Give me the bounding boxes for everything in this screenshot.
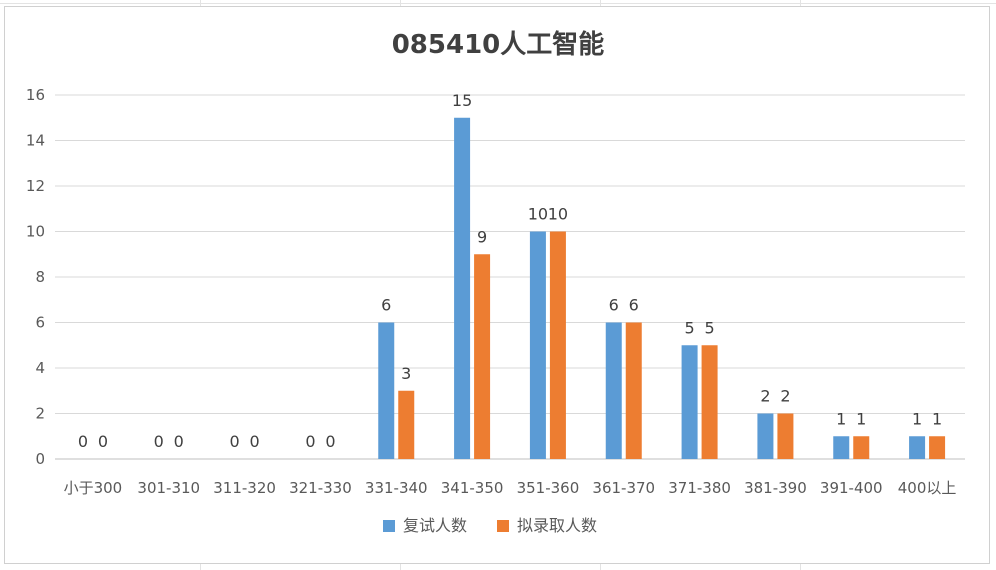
data-label: 6 xyxy=(381,296,391,315)
bar-retest[interactable] xyxy=(529,231,546,460)
bar-admitted[interactable] xyxy=(929,436,946,459)
x-tick-label: 301-310 xyxy=(137,479,200,497)
y-tick-label: 6 xyxy=(35,314,45,332)
bar-admitted[interactable] xyxy=(853,436,870,459)
bar-retest[interactable] xyxy=(378,322,395,460)
data-label: 2 xyxy=(760,387,770,406)
y-tick-label: 0 xyxy=(35,450,45,468)
bar-retest[interactable] xyxy=(909,436,926,459)
data-label: 0 xyxy=(154,432,164,451)
x-tick-label: 381-390 xyxy=(744,479,807,497)
data-label: 2 xyxy=(780,387,790,406)
data-label: 1 xyxy=(912,409,922,428)
x-tick-label: 331-340 xyxy=(365,479,428,497)
data-label: 10 xyxy=(528,205,548,224)
x-tick-label: 341-350 xyxy=(441,479,504,497)
x-axis-ticks: 小于300 301-310 311-320 321-330 331-340 341-350… xyxy=(64,479,957,497)
gridlines xyxy=(55,94,965,460)
data-label: 3 xyxy=(401,364,411,383)
y-axis-ticks: 0 2 4 6 8 10 12 14 16 xyxy=(26,86,45,468)
x-tick-label: 361-370 xyxy=(592,479,655,497)
data-label: 1 xyxy=(932,409,942,428)
x-tick-label: 371-380 xyxy=(668,479,731,497)
bar-admitted[interactable] xyxy=(625,322,642,460)
data-label: 0 xyxy=(98,432,108,451)
data-label: 0 xyxy=(174,432,184,451)
bars xyxy=(378,117,946,460)
data-label: 0 xyxy=(305,432,315,451)
data-label: 6 xyxy=(609,296,619,315)
legend-label: 拟录取人数 xyxy=(517,516,597,535)
data-label: 15 xyxy=(452,91,472,110)
y-tick-label: 2 xyxy=(35,405,45,423)
bar-admitted[interactable] xyxy=(398,390,415,459)
bar-admitted[interactable] xyxy=(701,345,718,459)
data-label: 6 xyxy=(629,296,639,315)
x-tick-label: 400以上 xyxy=(898,479,957,497)
bar-retest[interactable] xyxy=(605,322,622,460)
legend: 复试人数 拟录取人数 xyxy=(383,516,597,535)
x-tick-label: 391-400 xyxy=(820,479,883,497)
bar-retest[interactable] xyxy=(833,436,850,459)
y-tick-label: 4 xyxy=(35,359,45,377)
x-tick-label: 351-360 xyxy=(517,479,580,497)
legend-swatch xyxy=(497,520,509,532)
bar-retest[interactable] xyxy=(454,117,471,459)
data-label: 5 xyxy=(704,318,714,337)
data-label: 0 xyxy=(78,432,88,451)
legend-swatch xyxy=(383,520,395,532)
chart-area[interactable]: 085410人工智能 0 2 4 6 8 10 12 14 16 0 0 0 0 0 0 0 0 6 3 15 9 10… xyxy=(4,6,990,564)
bar-retest[interactable] xyxy=(757,413,774,460)
sheet-gridline xyxy=(0,3,996,4)
chart-title: 085410人工智能 xyxy=(392,29,605,60)
bar-retest[interactable] xyxy=(681,345,698,459)
y-tick-label: 14 xyxy=(26,132,45,150)
x-tick-label: 小于300 xyxy=(64,479,123,497)
data-label: 0 xyxy=(325,432,335,451)
data-label: 0 xyxy=(229,432,239,451)
x-tick-label: 311-320 xyxy=(213,479,276,497)
data-label: 0 xyxy=(249,432,259,451)
legend-label: 复试人数 xyxy=(403,516,467,535)
y-tick-label: 16 xyxy=(26,86,45,104)
data-label: 9 xyxy=(477,227,487,246)
bar-admitted[interactable] xyxy=(474,254,491,459)
bar-admitted[interactable] xyxy=(777,413,794,460)
data-label: 10 xyxy=(548,205,568,224)
data-label: 1 xyxy=(856,409,866,428)
y-tick-label: 12 xyxy=(26,177,45,195)
y-tick-label: 10 xyxy=(26,223,45,241)
data-label: 1 xyxy=(836,409,846,428)
bar-admitted[interactable] xyxy=(549,231,566,460)
x-tick-label: 321-330 xyxy=(289,479,352,497)
data-label: 5 xyxy=(684,318,694,337)
y-tick-label: 8 xyxy=(35,268,45,286)
